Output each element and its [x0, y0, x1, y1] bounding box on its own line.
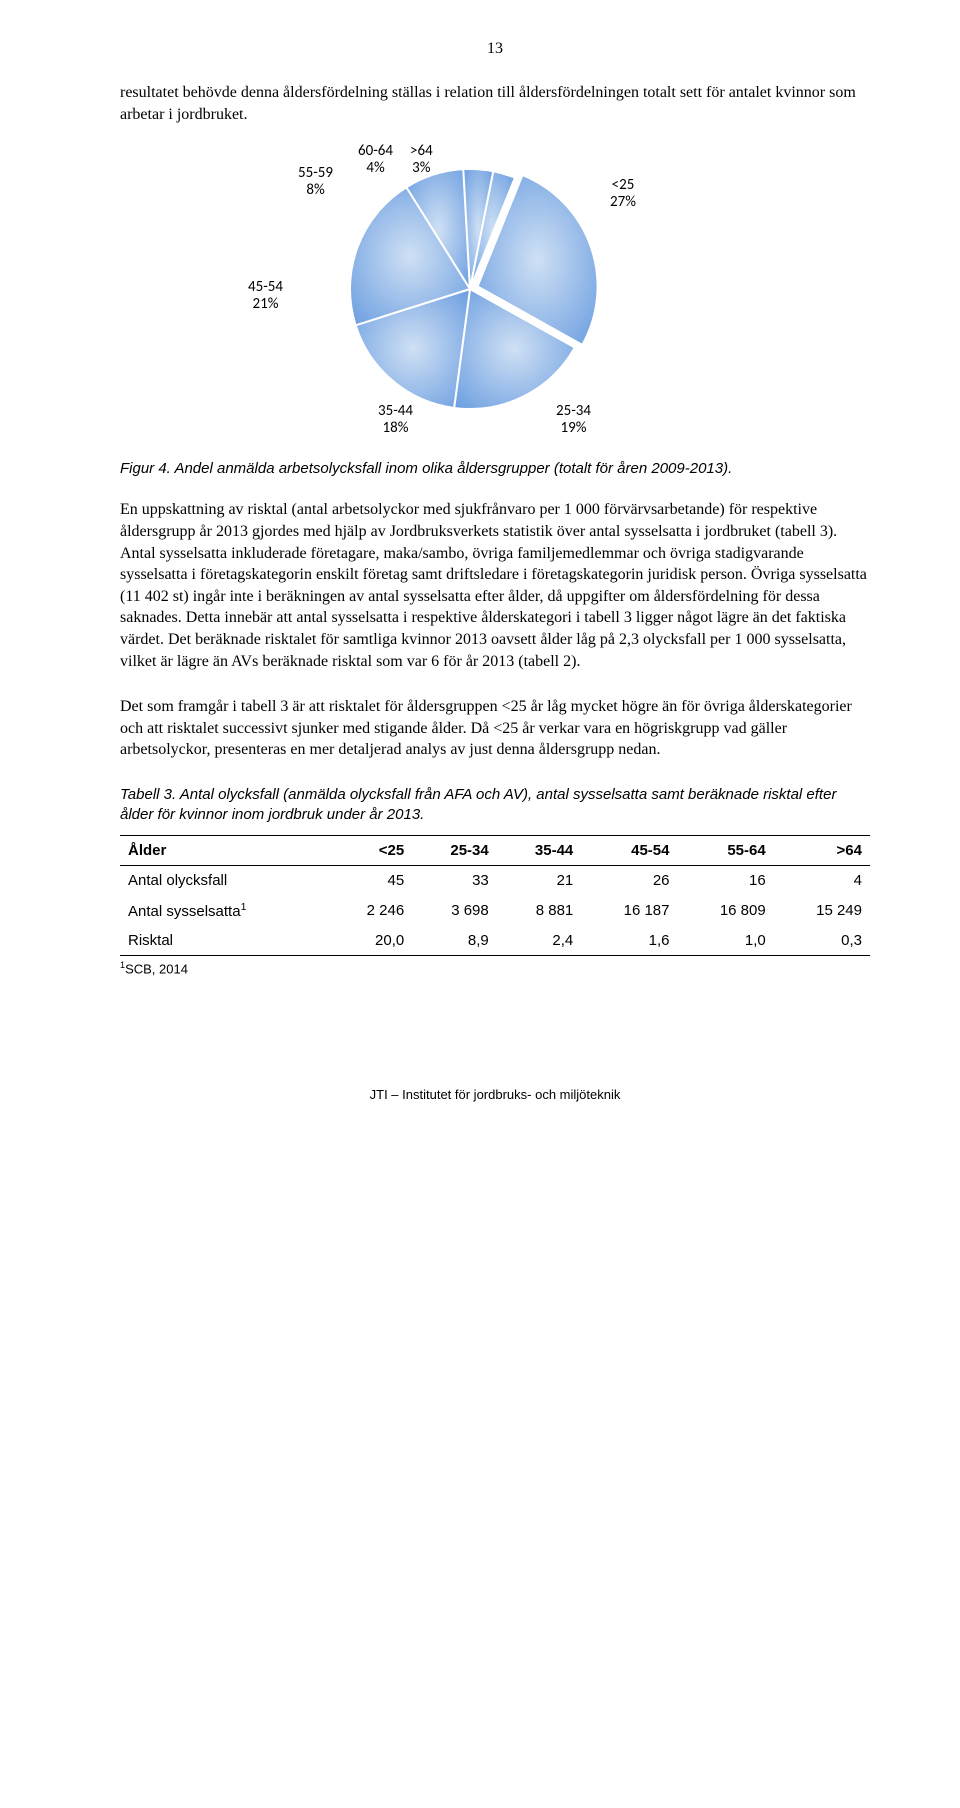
data-table: Ålder<2525-3435-4445-5455-64>64 Antal ol… [120, 835, 870, 956]
table-cell: 0,3 [774, 926, 870, 956]
table-cell: 20,0 [329, 926, 412, 956]
table-cell: 16 809 [678, 895, 774, 926]
table-header-cell: 55-64 [678, 836, 774, 866]
table-cell: Antal sysselsatta1 [120, 895, 329, 926]
page-footer: JTI – Institutet för jordbruks- och milj… [120, 1087, 870, 1102]
pie-label: <2527% [610, 177, 636, 212]
table-header-row: Ålder<2525-3435-4445-5455-64>64 [120, 836, 870, 866]
pie-label: 25-3419% [556, 403, 591, 438]
pie-label: >643% [410, 143, 433, 178]
paragraph-2: En uppskattning av risktal (antal arbets… [120, 499, 870, 672]
pie-chart [340, 159, 600, 419]
intro-paragraph: resultatet behövde denna åldersfördelnin… [120, 82, 870, 125]
table-cell: 45 [329, 866, 412, 896]
table-cell: Antal olycksfall [120, 866, 329, 896]
table-cell: 26 [581, 866, 677, 896]
pie-label: 55-598% [298, 165, 333, 200]
table-header-cell: <25 [329, 836, 412, 866]
figure-caption: Figur 4. Andel anmälda arbetsolycksfall … [120, 459, 870, 479]
pie-label: 35-4418% [378, 403, 413, 438]
page-number: 13 [120, 40, 870, 58]
table-header-cell: >64 [774, 836, 870, 866]
table-row: Antal sysselsatta12 2463 6988 88116 1871… [120, 895, 870, 926]
table-cell: 16 [678, 866, 774, 896]
table-cell: 21 [497, 866, 582, 896]
pie-chart-wrapper: <2527%25-3419%35-4418%45-5421%55-598%60-… [260, 149, 680, 429]
table-cell: 1,0 [678, 926, 774, 956]
table-cell: 8,9 [412, 926, 497, 956]
table-cell: 2 246 [329, 895, 412, 926]
table-cell: Risktal [120, 926, 329, 956]
table-row: Antal olycksfall45332126164 [120, 866, 870, 896]
pie-label: 60-644% [358, 143, 393, 178]
table-header-cell: 45-54 [581, 836, 677, 866]
table-cell: 3 698 [412, 895, 497, 926]
table-footnote: 1SCB, 2014 [120, 960, 870, 976]
table-cell: 1,6 [581, 926, 677, 956]
table-header-cell: 25-34 [412, 836, 497, 866]
paragraph-3: Det som framgår i tabell 3 är att riskta… [120, 696, 870, 761]
table-cell: 16 187 [581, 895, 677, 926]
table-header-cell: Ålder [120, 836, 329, 866]
table-cell: 4 [774, 866, 870, 896]
table-cell: 8 881 [497, 895, 582, 926]
table-cell: 15 249 [774, 895, 870, 926]
table-header-cell: 35-44 [497, 836, 582, 866]
table-caption: Tabell 3. Antal olycksfall (anmälda olyc… [120, 785, 870, 826]
pie-label: 45-5421% [248, 279, 283, 314]
table-cell: 2,4 [497, 926, 582, 956]
table-row: Risktal20,08,92,41,61,00,3 [120, 926, 870, 956]
table-cell: 33 [412, 866, 497, 896]
